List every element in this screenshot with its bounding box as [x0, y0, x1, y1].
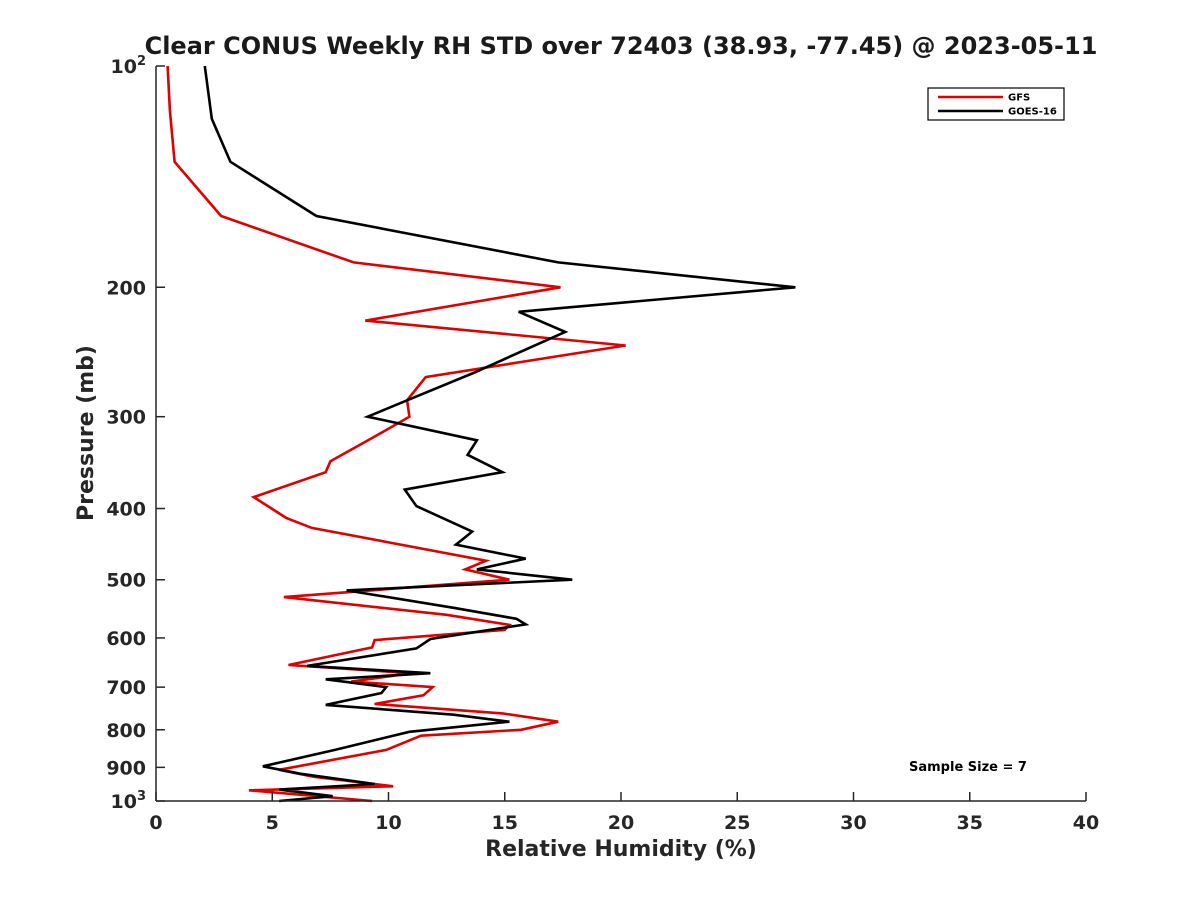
- y-tick-label: 400: [106, 499, 146, 521]
- y-tick-label: 103: [111, 789, 147, 813]
- x-tick-label: 15: [492, 812, 518, 834]
- x-tick-label: 20: [608, 812, 634, 834]
- legend-label-goes-16: GOES-16: [1008, 107, 1057, 118]
- y-tick-label: 200: [106, 277, 146, 299]
- x-tick-label: 40: [1073, 812, 1099, 834]
- x-axis-label: Relative Humidity (%): [485, 837, 757, 862]
- y-tick-label: 300: [106, 407, 146, 429]
- x-tick-label: 25: [724, 812, 750, 834]
- series-line-goes-16: [203, 65, 796, 803]
- legend: GFS GOES-16: [927, 87, 1065, 121]
- x-tick-label: 30: [840, 812, 866, 834]
- series-line-gfs: [166, 65, 626, 803]
- x-tick-label: 5: [266, 812, 279, 834]
- legend-box: [927, 87, 1065, 121]
- y-tick-label: 900: [106, 757, 146, 779]
- chart-title: Clear CONUS Weekly RH STD over 72403 (38…: [145, 32, 1098, 60]
- legend-label-gfs: GFS: [1008, 93, 1030, 104]
- y-tick-label: 700: [106, 677, 146, 699]
- x-tick-label: 10: [375, 812, 401, 834]
- x-tick-label: 35: [957, 812, 983, 834]
- y-tick-label: 500: [106, 570, 146, 592]
- plot-area: 0 5 10 15 20 25 30 35 40 102 200 300 400 500 600 700 800…: [106, 54, 1099, 834]
- y-axis-label: Pressure (mb): [74, 345, 99, 521]
- y-tick-label: 102: [111, 54, 147, 78]
- sample-size-annotation: Sample Size = 7: [909, 760, 1027, 775]
- x-tick-label: 0: [149, 812, 162, 834]
- y-tick-label: 600: [106, 628, 146, 650]
- y-tick-label: 800: [106, 720, 146, 742]
